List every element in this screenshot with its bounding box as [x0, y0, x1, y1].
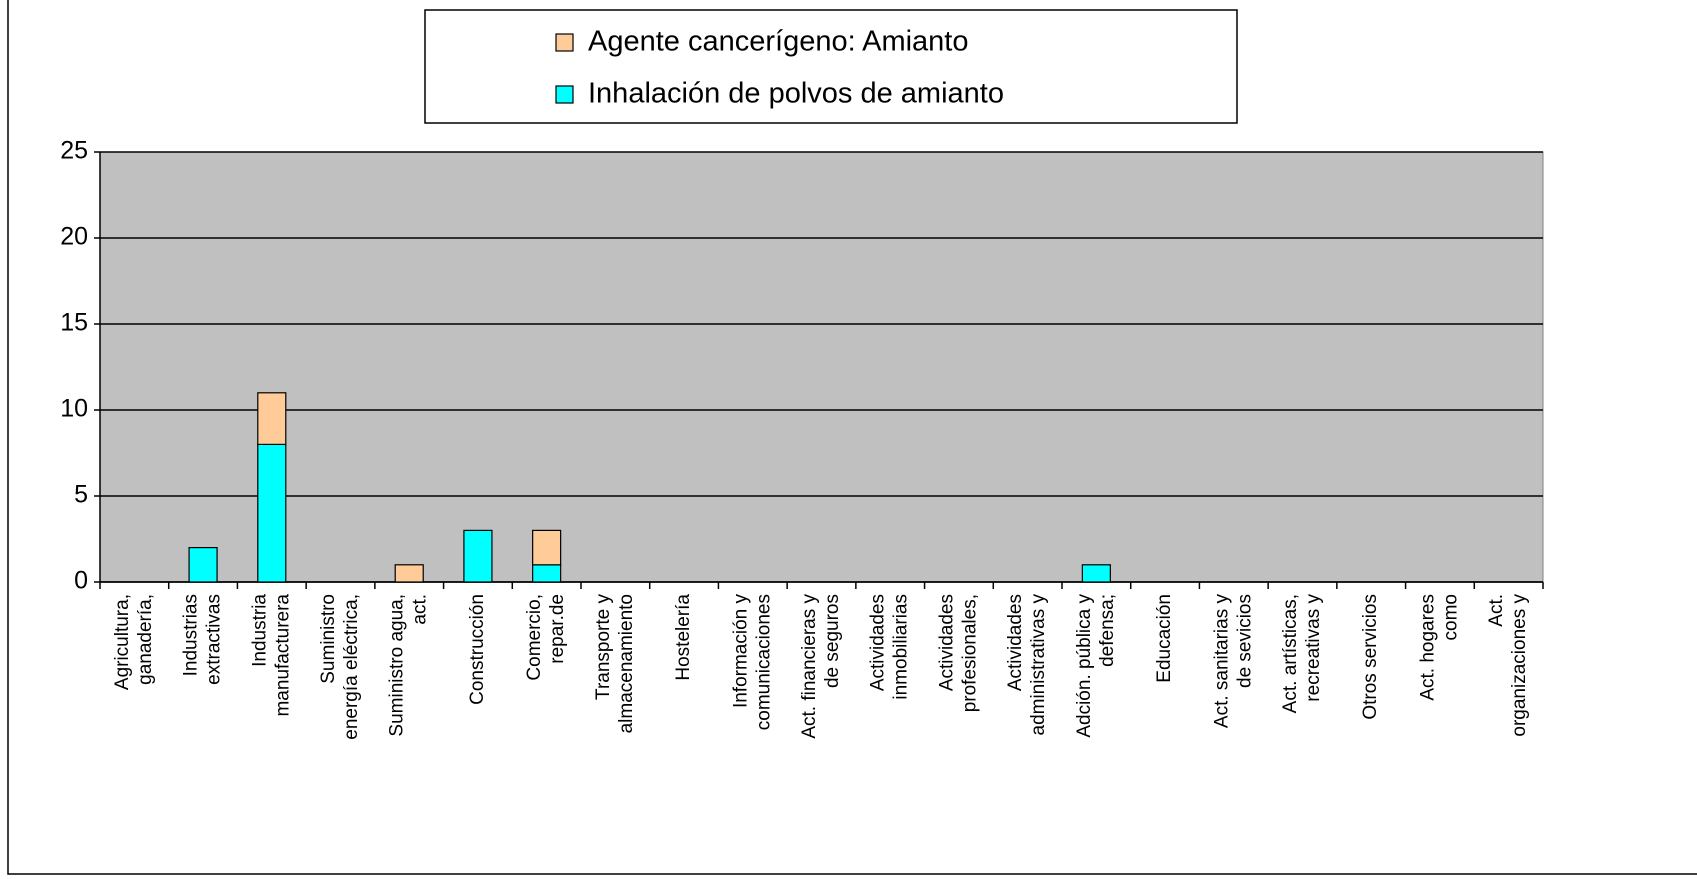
- plot-area: [99, 151, 1544, 583]
- x-tick-label: Transporte y almacenamiento: [593, 594, 637, 734]
- bar-segment: [532, 564, 562, 583]
- x-tick-label-line: Act. hogares: [1417, 594, 1438, 701]
- bar-segment: [1081, 564, 1111, 583]
- bar-segment: [463, 529, 493, 583]
- x-tick-label-line: Educación: [1154, 594, 1175, 683]
- x-tick-label-line: Suministro agua,: [387, 594, 408, 737]
- x-tick-label-line: organizaciones y: [1509, 594, 1530, 737]
- x-tick-label-line: Transporte y: [593, 594, 614, 700]
- x-tick-label-line: act.: [410, 594, 431, 625]
- x-tick-label: Actividades profesionales,: [936, 594, 980, 712]
- x-tick-label-line: de sevicios: [1234, 594, 1255, 688]
- x-tick-label: Agricultura, ganadería,: [112, 594, 156, 690]
- x-tick-label: Act. sanitarias y de sevicios: [1211, 594, 1255, 729]
- x-tick-label: Información y comunicaciones: [730, 594, 774, 731]
- x-tick-label-line: Agricultura,: [112, 594, 133, 690]
- x-tick-label-line: de seguros: [822, 594, 843, 688]
- x-tick-label-line: Act.: [1486, 594, 1507, 627]
- x-tick-label-line: defensa;: [1097, 594, 1118, 667]
- bar-segment: [257, 443, 287, 583]
- x-tick-label-line: Act. sanitarias y: [1211, 594, 1232, 729]
- x-tick-label: Comercio, repar.de: [524, 594, 568, 681]
- x-tick-label-line: profesionales,: [959, 594, 980, 712]
- x-tick-label-line: Actividades: [1005, 594, 1026, 691]
- x-tick-label: Act. financieras y de seguros: [799, 594, 843, 739]
- x-tick-label-line: Actividades: [868, 594, 889, 691]
- x-tick-label-line: extractivas: [204, 594, 225, 685]
- x-tick-label-line: como: [1440, 594, 1461, 640]
- x-tick-label: Industria manufacturera: [249, 594, 293, 717]
- y-tick-label: 15: [60, 309, 88, 337]
- x-tick-label: Suministro energía eléctrica,: [318, 594, 362, 740]
- legend-swatch: [555, 85, 574, 104]
- x-tick-label: Adción. pública y defensa;: [1074, 594, 1118, 738]
- y-tick-label: 25: [60, 137, 88, 165]
- x-tick-label-line: Industria: [249, 594, 270, 667]
- x-tick-label-line: Act. financieras y: [799, 594, 820, 739]
- x-tick-label: Actividades administrativas y: [1005, 594, 1049, 736]
- x-tick-label-line: Otros servicios: [1360, 594, 1381, 720]
- x-tick-label-line: Act. artísticas,: [1280, 594, 1301, 713]
- legend-label: Agente cancerígeno: Amianto: [588, 26, 968, 58]
- x-tick-label-line: repar.de: [547, 594, 568, 664]
- bar-segment: [257, 392, 287, 445]
- x-tick-label-line: Industrias: [181, 594, 202, 676]
- x-tick-label: Actividades inmobiliarias: [868, 594, 912, 700]
- x-tick-label: Industrias extractivas: [181, 594, 225, 685]
- x-tick-label-line: Información y: [730, 594, 751, 709]
- y-tick-label: 5: [74, 481, 88, 509]
- legend-swatch: [555, 33, 574, 52]
- x-tick-label-line: Adción. pública y: [1074, 594, 1095, 738]
- x-tick-label-line: Suministro: [318, 594, 339, 684]
- x-tick-label: Act. hogares como: [1417, 594, 1461, 701]
- x-tick-label-line: Actividades: [936, 594, 957, 691]
- chart-frame: [7, 0, 1697, 875]
- x-tick-label: Suministro agua, act.: [387, 594, 431, 737]
- y-tick-label: 20: [60, 223, 88, 251]
- x-tick-label-line: energía eléctrica,: [341, 594, 362, 740]
- x-tick-label: Act. organizaciones y: [1486, 594, 1530, 737]
- legend-label: Inhalación de polvos de amianto: [588, 78, 1004, 110]
- x-tick-label-line: recreativas y: [1303, 594, 1324, 702]
- bar-segment: [532, 529, 562, 566]
- x-tick-label-line: comunicaciones: [753, 594, 774, 730]
- x-tick-label-line: Construcción: [467, 594, 488, 705]
- x-tick-label-line: inmobiliarias: [891, 594, 912, 700]
- x-tick-label-line: almacenamiento: [616, 594, 637, 733]
- x-tick-label-line: manufacturera: [272, 594, 293, 717]
- x-tick-label-line: Comercio,: [524, 594, 545, 681]
- x-tick-label: Educación: [1154, 594, 1175, 683]
- y-tick-label: 0: [74, 567, 88, 595]
- bar-segment: [188, 546, 218, 583]
- x-tick-label-line: administrativas y: [1028, 594, 1049, 736]
- legend-box: [424, 9, 1238, 124]
- x-tick-label-line: Hostelería: [673, 594, 694, 681]
- x-tick-label: Otros servicios: [1360, 594, 1381, 720]
- y-tick-label: 10: [60, 395, 88, 423]
- x-tick-label: Act. artísticas, recreativas y: [1280, 594, 1324, 714]
- x-tick-label-line: ganadería,: [135, 594, 156, 685]
- x-tick-label: Construcción: [467, 594, 488, 705]
- x-tick-label: Hostelería: [673, 594, 694, 681]
- bar-segment: [394, 564, 424, 583]
